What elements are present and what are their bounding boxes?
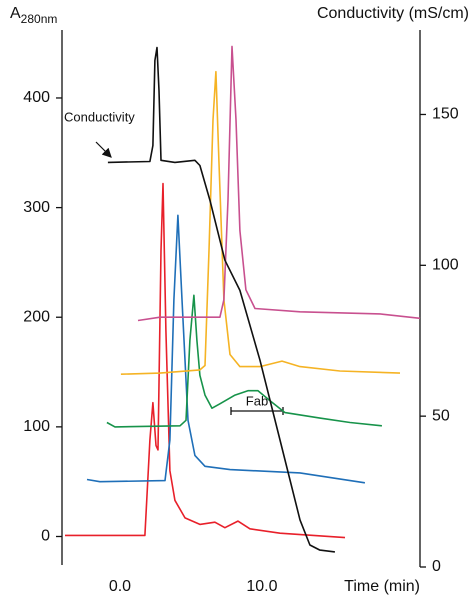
y-axis-label: A280nm (10, 5, 57, 26)
x-tick-label: 0.0 (109, 578, 131, 595)
y-tick-label: 300 (23, 199, 50, 216)
y-tick-label: 100 (23, 418, 50, 435)
y-label-main: A (10, 5, 21, 22)
annotation: Conductivity (64, 109, 135, 124)
y-tick-label: 200 (23, 308, 50, 325)
y-tick-label: 400 (23, 89, 50, 106)
y2-tick-label: 50 (432, 407, 450, 424)
y2-tick-label: 100 (432, 257, 459, 274)
absorbance-line (65, 182, 346, 539)
absorbance-line (137, 45, 421, 322)
absorbance-line (86, 214, 366, 484)
y-tick-label: 0 (41, 528, 50, 545)
annotation: Fab (246, 393, 268, 408)
absorbance-line (120, 70, 401, 375)
y2-tick-label: 150 (432, 106, 459, 123)
x-axis-label: Time (min) (344, 578, 420, 595)
x-tick-label: 10.0 (246, 578, 277, 595)
y2-axis-label: Conductivity (mS/cm) (317, 5, 469, 22)
y-label-sub: 280nm (21, 12, 58, 26)
y2-tick-label: 0 (432, 558, 441, 575)
absorbance-line (106, 294, 382, 428)
annotation-arrow (95, 141, 112, 158)
conductivity-line (107, 46, 335, 553)
